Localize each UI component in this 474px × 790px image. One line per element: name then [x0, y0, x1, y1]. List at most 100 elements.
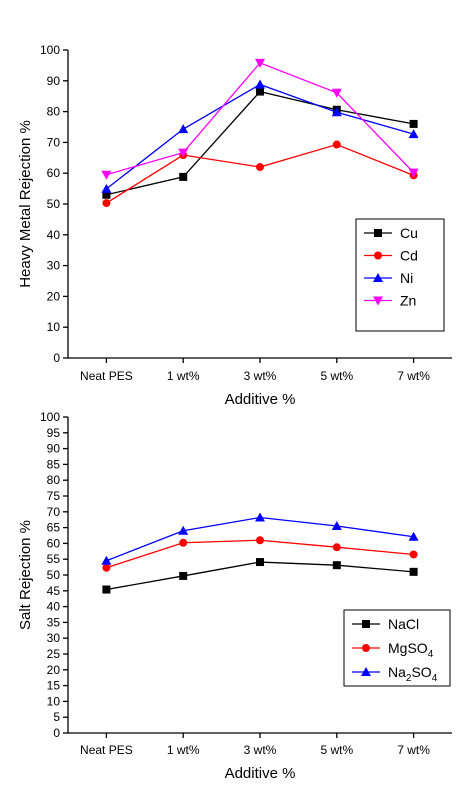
y-tick-label: 50 — [47, 197, 61, 211]
legend-marker — [373, 273, 383, 282]
x-tick-label: 7 wt% — [397, 369, 430, 383]
x-tick-label: 3 wt% — [244, 369, 277, 383]
y-tick-label: 5 — [53, 710, 60, 724]
data-point — [179, 172, 188, 181]
legend-label: NaCl — [388, 616, 419, 632]
x-tick-label: Neat PES — [80, 743, 133, 757]
legend-marker — [374, 251, 382, 260]
y-axis-label: Salt Rejection % — [17, 520, 34, 630]
x-tick-label: 7 wt% — [397, 743, 430, 757]
x-tick-label: 5 wt% — [320, 743, 353, 757]
y-tick-label: 60 — [47, 166, 61, 180]
y-axis-label: Heavy Metal Rejection % — [17, 120, 34, 288]
y-tick-label: 80 — [47, 105, 61, 119]
data-point — [255, 512, 265, 522]
legend-label: Zn — [400, 293, 416, 309]
data-point — [102, 190, 111, 199]
legend-box — [355, 218, 445, 332]
data-point — [408, 129, 419, 139]
series-na — [101, 512, 419, 565]
legend: Cu Cd Ni Zn — [355, 218, 445, 332]
data-point — [101, 170, 112, 180]
y-tick-label: 0 — [53, 726, 60, 740]
x-axis-label: Additive % — [225, 765, 296, 782]
data-point — [409, 567, 418, 576]
x-axis-label: Additive % — [225, 391, 296, 408]
y-tick-label: 85 — [47, 457, 61, 471]
series-nacl — [102, 558, 418, 594]
data-point — [101, 555, 112, 565]
y-tick-label: 70 — [47, 135, 61, 149]
series-line — [106, 90, 414, 196]
data-point — [179, 538, 188, 547]
y-tick-label: 45 — [47, 584, 61, 598]
y-tick-label: 35 — [47, 615, 61, 629]
data-point — [178, 148, 189, 158]
legend-label: Ni — [400, 270, 413, 286]
y-tick-label: 55 — [47, 552, 61, 566]
y-tick-label: 15 — [47, 679, 61, 693]
y-tick-label: 90 — [47, 442, 61, 456]
series-zn — [101, 58, 419, 180]
data-point — [179, 571, 188, 580]
data-point — [256, 558, 264, 567]
y-tick-label: 0 — [53, 351, 60, 365]
data-point — [331, 88, 342, 98]
y-tick-label: 90 — [47, 74, 61, 88]
legend-marker — [373, 296, 383, 306]
data-point — [331, 521, 342, 531]
data-point — [101, 183, 112, 193]
legend-marker — [361, 667, 371, 676]
data-point — [102, 563, 111, 572]
data-point — [102, 585, 111, 594]
y-tick-label: 10 — [47, 320, 61, 334]
y-tick-label: 10 — [47, 694, 61, 708]
y-tick-label: 30 — [47, 631, 61, 645]
y-tick-label: 60 — [47, 536, 61, 550]
y-tick-label: 75 — [47, 489, 61, 503]
data-point — [102, 199, 111, 208]
legend-label: Cu — [400, 225, 418, 241]
data-point — [256, 163, 264, 172]
legend-label: MgSO4 — [388, 640, 434, 660]
data-point — [332, 140, 341, 149]
y-tick-label: 20 — [47, 663, 61, 677]
y-tick-label: 20 — [47, 289, 61, 303]
y-tick-label: 70 — [47, 505, 61, 519]
data-point — [332, 543, 341, 552]
legend-label: Cd — [400, 248, 418, 264]
series-line — [106, 561, 414, 591]
y-tick-label: 50 — [47, 568, 61, 582]
legend-marker — [362, 620, 370, 628]
y-tick-label: 40 — [47, 600, 61, 614]
y-tick-label: 30 — [47, 259, 61, 273]
y-tick-label: 65 — [47, 521, 61, 535]
y-tick-label: 100 — [40, 43, 60, 57]
data-point — [331, 107, 342, 117]
data-point — [256, 87, 264, 96]
series-mgso — [102, 536, 418, 572]
data-point — [408, 168, 419, 178]
y-tick-label: 100 — [40, 410, 60, 424]
data-point — [409, 119, 418, 128]
chart-panel-1: 0 10 20 30 40 50 60 70 80 90 100 Neat PES 1 wt% 3 wt%… — [17, 43, 452, 408]
chart-panel-2: 0510152025303540455055606570758085909510… — [17, 410, 452, 782]
y-tick-label: 80 — [47, 473, 61, 487]
x-tick-label: 5 wt% — [320, 369, 353, 383]
legend-marker — [374, 229, 382, 237]
series-line — [106, 83, 414, 190]
data-point — [256, 536, 264, 545]
y-tick-label: 40 — [47, 228, 61, 242]
data-point — [332, 561, 341, 570]
data-point — [255, 79, 265, 89]
x-tick-label: 1 wt% — [167, 743, 200, 757]
x-tick-label: 3 wt% — [244, 743, 277, 757]
x-tick-label: 1 wt% — [167, 369, 200, 383]
legend: NaCl MgSO4 Na2SO4 — [343, 609, 451, 687]
data-point — [409, 550, 418, 559]
data-point — [178, 124, 189, 134]
y-tick-label: 95 — [47, 426, 61, 440]
legend-label: Na2SO4 — [388, 664, 438, 684]
series-cd — [102, 140, 418, 208]
